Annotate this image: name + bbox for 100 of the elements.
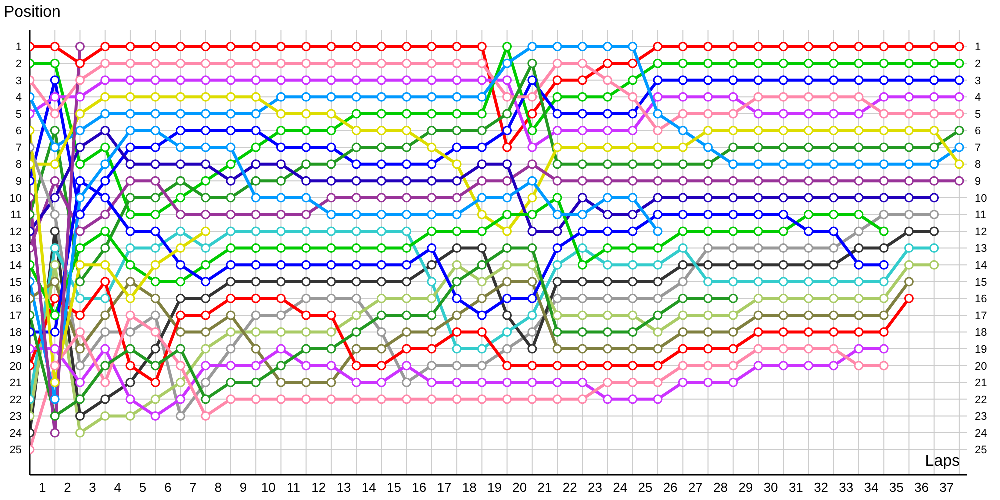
point: [100, 126, 110, 136]
x-tick-label: 16: [412, 480, 427, 496]
point: [552, 160, 562, 170]
point: [728, 226, 738, 236]
point: [728, 310, 738, 320]
point: [452, 328, 462, 338]
point: [628, 92, 638, 102]
point: [326, 361, 336, 371]
point: [528, 126, 538, 136]
point: [402, 58, 412, 68]
point: [477, 58, 487, 68]
point: [226, 58, 236, 68]
point: [452, 294, 462, 304]
point: [603, 260, 613, 270]
x-tick-label: 36: [914, 480, 930, 496]
point: [477, 294, 487, 304]
point: [628, 394, 638, 404]
point: [628, 361, 638, 371]
point: [754, 310, 764, 320]
point: [75, 310, 85, 320]
point: [427, 176, 437, 186]
point: [578, 42, 588, 52]
point: [452, 378, 462, 388]
point: [477, 344, 487, 354]
point: [603, 344, 613, 354]
point: [326, 344, 336, 354]
point: [754, 126, 764, 136]
point: [75, 226, 85, 236]
point: [829, 176, 839, 186]
point: [829, 277, 839, 287]
y-tick-label: 16: [10, 294, 22, 306]
point: [904, 58, 914, 68]
point: [578, 277, 588, 287]
point: [954, 42, 964, 52]
point: [578, 361, 588, 371]
point: [804, 42, 814, 52]
point: [352, 126, 362, 136]
point: [402, 142, 412, 152]
point: [176, 109, 186, 119]
point: [778, 126, 788, 136]
point: [276, 361, 286, 371]
point: [100, 361, 110, 371]
point: [477, 210, 487, 220]
point: [100, 210, 110, 220]
x-tick-label: 27: [688, 480, 703, 496]
point: [201, 328, 211, 338]
point: [879, 176, 889, 186]
x-tick-label: 35: [889, 480, 904, 496]
point: [704, 310, 714, 320]
x-tick-label: 21: [538, 480, 552, 496]
point: [829, 109, 839, 119]
point: [704, 58, 714, 68]
point: [302, 58, 312, 68]
point: [854, 76, 864, 86]
point: [427, 92, 437, 102]
point: [704, 210, 714, 220]
point: [653, 394, 663, 404]
point: [754, 244, 764, 254]
point: [704, 277, 714, 287]
point: [728, 277, 738, 287]
point: [402, 76, 412, 86]
point: [150, 260, 160, 270]
point: [628, 76, 638, 86]
point: [930, 160, 940, 170]
point: [402, 244, 412, 254]
point: [502, 310, 512, 320]
point: [50, 344, 60, 354]
point: [251, 294, 261, 304]
point: [201, 226, 211, 236]
point: [678, 344, 688, 354]
point: [930, 176, 940, 186]
point: [176, 58, 186, 68]
point: [628, 142, 638, 152]
point: [829, 58, 839, 68]
point: [930, 244, 940, 254]
point: [302, 344, 312, 354]
y-tick-label: 10: [10, 192, 22, 205]
point: [100, 76, 110, 86]
point: [100, 294, 110, 304]
point: [251, 142, 261, 152]
point: [904, 210, 914, 220]
point: [628, 378, 638, 388]
point: [352, 176, 362, 186]
point: [352, 142, 362, 152]
point: [150, 109, 160, 119]
point: [352, 210, 362, 220]
point: [150, 193, 160, 203]
point: [352, 260, 362, 270]
point: [578, 92, 588, 102]
point: [150, 176, 160, 186]
point: [276, 160, 286, 170]
point: [276, 344, 286, 354]
y-tick-label: 18: [10, 327, 22, 340]
y2-tick-label: 22: [975, 394, 988, 406]
point: [100, 344, 110, 354]
point: [427, 344, 437, 354]
y2-tick-label: 24: [975, 428, 988, 440]
point: [879, 109, 889, 119]
point: [75, 126, 85, 136]
point: [477, 378, 487, 388]
